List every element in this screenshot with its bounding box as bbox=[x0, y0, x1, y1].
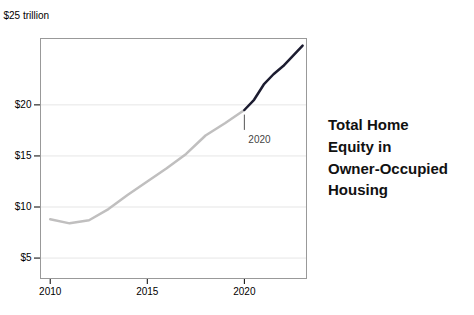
svg-text:2020: 2020 bbox=[248, 133, 271, 144]
html-text:Total Home Equity in Owner-Occ: Total Home Equity in Owner-Occupied Hous… bbox=[328, 116, 448, 199]
svg-text:$15: $15 bbox=[15, 150, 32, 161]
svg-text:$5: $5 bbox=[20, 252, 32, 263]
svg-text:$25 trillion: $25 trillion bbox=[4, 9, 50, 20]
svg-text:$10: $10 bbox=[15, 201, 32, 212]
svg-text:2010: 2010 bbox=[39, 285, 62, 296]
svg-text:2015: 2015 bbox=[136, 285, 159, 296]
svg-text:$20: $20 bbox=[15, 99, 32, 110]
svg-text:2020: 2020 bbox=[233, 285, 256, 296]
